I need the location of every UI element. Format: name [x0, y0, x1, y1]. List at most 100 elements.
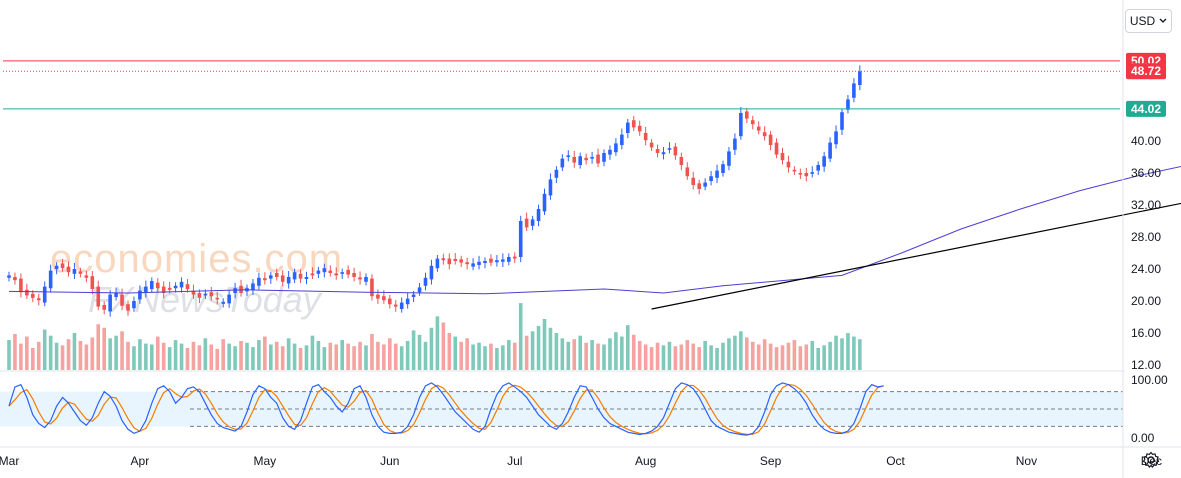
volume-bar [465, 338, 469, 370]
candle-body [465, 262, 469, 265]
candle [191, 284, 196, 299]
candle-body [310, 273, 315, 276]
candle [626, 119, 630, 139]
candle [7, 271, 11, 282]
candle-body [316, 270, 321, 274]
candle [388, 295, 392, 309]
volume-bar [804, 344, 809, 370]
trendline[interactable] [651, 135, 1181, 310]
candle-body [631, 120, 636, 128]
volume-bar [221, 339, 225, 370]
volume-bar [376, 341, 380, 370]
candle-body [66, 266, 71, 273]
time-tick-label: Jun [380, 454, 399, 468]
candle [173, 282, 178, 293]
candle [144, 280, 148, 298]
candle-body [822, 156, 826, 167]
candle-body [102, 305, 106, 310]
volume-bar [280, 346, 285, 370]
price-tick-label: 16.00 [1131, 326, 1161, 340]
candle-body [263, 278, 267, 281]
candle-body [858, 71, 862, 85]
volume-bar [441, 322, 446, 370]
candle [477, 255, 481, 270]
volume-bar [637, 340, 642, 370]
candle-body [227, 294, 231, 304]
candle-body [60, 263, 65, 269]
volume-bar [132, 346, 136, 370]
volume-bar [756, 344, 761, 370]
candle [161, 281, 166, 299]
candle-body [792, 169, 797, 172]
volume-bar [792, 340, 797, 370]
candle [756, 121, 761, 135]
candle-body [518, 221, 523, 257]
candle [697, 179, 701, 195]
volume-bar [399, 346, 404, 370]
candle-body [733, 138, 737, 150]
volume-bar [286, 338, 291, 370]
candle-body [221, 301, 225, 304]
volume-bar [251, 347, 255, 370]
candle-body [524, 218, 529, 228]
level-tag-bg [1126, 100, 1166, 117]
candle-body [388, 298, 392, 305]
candle-body [596, 154, 600, 164]
candle-body [750, 120, 755, 125]
volume-bar [512, 342, 517, 370]
candle-body [459, 259, 463, 263]
volume-bar [750, 341, 755, 370]
volume-bar [245, 342, 249, 370]
candle [328, 265, 333, 277]
volume-bar [310, 335, 315, 370]
candle [84, 271, 89, 283]
currency-selector[interactable]: USD [1125, 9, 1172, 33]
volume-bar [263, 336, 267, 370]
candle-body [150, 281, 154, 289]
candle [298, 269, 303, 283]
volume-bar [762, 339, 767, 370]
level-tag-label: 44.02 [1131, 102, 1161, 116]
volume-bar [489, 343, 493, 370]
candle-body [54, 265, 59, 269]
candle-body [239, 285, 243, 293]
candle [489, 254, 493, 267]
gear-icon[interactable] [1142, 451, 1160, 469]
candle-body [756, 126, 761, 131]
candle [620, 128, 624, 150]
volume-bar [542, 318, 547, 370]
volume-bar [483, 346, 487, 370]
price-tick-label: 12.00 [1131, 358, 1161, 372]
candle-body [84, 275, 89, 278]
volume-bar [810, 340, 815, 370]
candle [548, 173, 553, 200]
stochastic-oscillator [0, 370, 1125, 436]
candle-body [48, 270, 53, 289]
candle-body [477, 261, 481, 265]
candle-body [31, 293, 35, 298]
candle [721, 160, 725, 177]
volume-bar [72, 333, 77, 370]
volume-bar [721, 342, 725, 370]
volume-bar [691, 343, 696, 370]
volume-bar [447, 333, 452, 370]
candle [643, 127, 648, 146]
volume-bars [7, 303, 862, 370]
candle-body [536, 209, 541, 221]
volume-bar [840, 338, 844, 370]
volume-bar [405, 340, 410, 370]
volume-bar [828, 341, 832, 370]
candle-body [25, 289, 29, 296]
candle [828, 137, 832, 163]
candle [376, 289, 380, 304]
candle-body [138, 290, 142, 300]
candle-body [780, 153, 785, 161]
volume-bar [608, 338, 612, 370]
volume-bar [602, 344, 606, 370]
candle [661, 147, 666, 160]
candle [42, 281, 47, 307]
volume-bar [227, 343, 231, 370]
volume-bar [733, 335, 737, 370]
